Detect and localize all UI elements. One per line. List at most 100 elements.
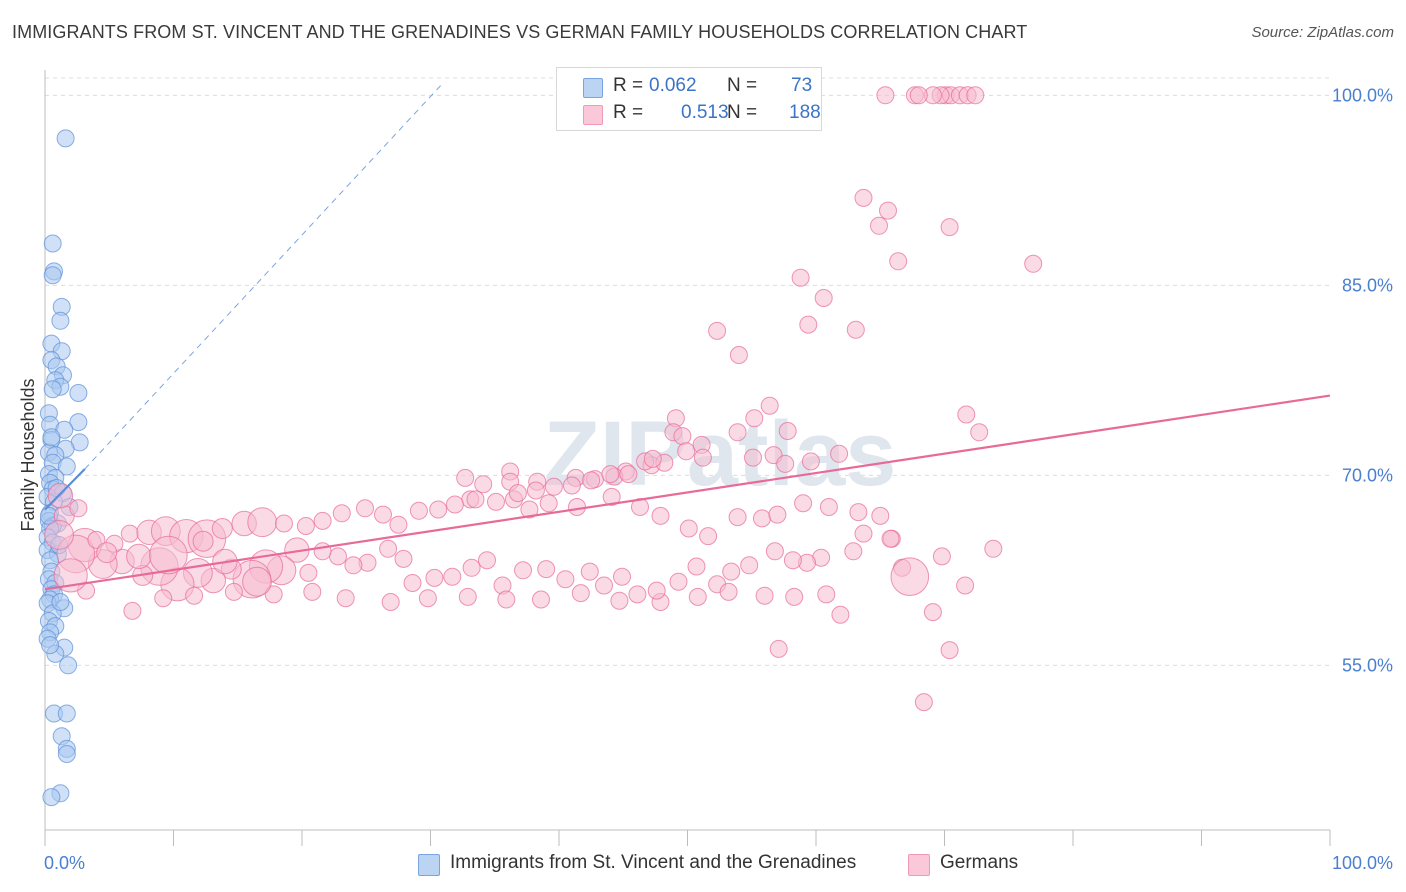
point-germans (149, 535, 188, 575)
point-germans (940, 218, 959, 237)
point-germans (940, 641, 959, 660)
point-germans (688, 587, 707, 606)
point-germans (876, 86, 895, 105)
trend-line-immigrants (44, 468, 86, 511)
point-germans (846, 320, 865, 339)
point-germans (462, 558, 481, 577)
point-germans (69, 499, 88, 518)
point-germans (708, 321, 727, 340)
y-axis-label: Family Households (18, 378, 38, 531)
data-points (38, 86, 1043, 807)
point-germans (299, 563, 318, 582)
y-tick-label: 70.0% (1342, 465, 1393, 485)
point-germans (849, 503, 868, 522)
point-germans (456, 468, 475, 487)
series-legend: Immigrants from St. Vincent and the Gren… (0, 852, 1406, 878)
point-germans (890, 557, 930, 597)
point-germans (313, 511, 332, 530)
point-germans (394, 549, 413, 568)
r-value: 0.062 (649, 75, 697, 96)
point-immigrants (57, 745, 76, 763)
point-germans (817, 585, 836, 604)
point-germans (814, 289, 833, 307)
point-germans (571, 584, 590, 603)
point-germans (247, 507, 278, 538)
point-germans (389, 515, 408, 534)
point-germans (514, 561, 532, 580)
point-germans (956, 576, 975, 595)
point-germans (329, 547, 347, 566)
point-germans (744, 448, 762, 467)
r-label: R = (613, 102, 644, 123)
point-germans (914, 693, 933, 712)
point-germans (275, 514, 293, 533)
point-germans (613, 567, 631, 586)
point-germans (729, 346, 748, 364)
point-immigrants (59, 656, 78, 675)
point-germans (466, 490, 485, 509)
n-value: 73 (791, 75, 813, 96)
point-germans (568, 498, 586, 516)
point-germans (336, 589, 355, 608)
point-germans (508, 484, 527, 503)
point-immigrants (42, 428, 61, 447)
point-germans (47, 482, 74, 509)
point-germans (785, 587, 804, 606)
point-germans (526, 481, 545, 500)
point-germans (303, 582, 322, 601)
point-immigrants (57, 704, 76, 723)
point-germans (497, 590, 516, 609)
point-germans (831, 605, 850, 624)
point-immigrants (42, 788, 61, 807)
legend-label: Germans (940, 852, 1019, 873)
point-germans (381, 593, 400, 611)
point-germans (830, 444, 849, 463)
point-germans (556, 570, 575, 589)
point-germans (753, 509, 771, 528)
point-germans (458, 587, 477, 606)
point-germans (418, 589, 437, 608)
point-germans (783, 551, 802, 570)
point-germans (601, 465, 620, 484)
source-label: Source: ZipAtlas.com (1251, 24, 1394, 41)
n-label: N = (727, 102, 758, 123)
point-germans (970, 423, 989, 442)
x-tick-label: 100.0% (1332, 853, 1393, 873)
point-germans (224, 582, 243, 601)
point-germans (409, 501, 428, 520)
point-germans (854, 524, 873, 543)
point-germans (722, 562, 741, 581)
point-germans (628, 585, 647, 604)
point-germans (211, 518, 233, 539)
point-immigrants (51, 311, 70, 330)
point-immigrants (43, 234, 62, 253)
point-germans (879, 201, 897, 220)
point-germans (957, 405, 976, 424)
point-germans (332, 504, 351, 523)
point-germans (356, 499, 374, 518)
legend-swatch-blue (418, 854, 440, 876)
chart-title: IMMIGRANTS FROM ST. VINCENT AND THE GREN… (12, 22, 1028, 42)
point-germans (755, 586, 774, 605)
trend-line-germans (44, 394, 1331, 591)
point-germans (562, 476, 581, 495)
point-germans (760, 396, 779, 415)
point-germans (445, 495, 464, 514)
point-germans (984, 539, 1003, 558)
y-tick-label: 100.0% (1332, 85, 1393, 105)
n-value: 188 (789, 102, 821, 123)
point-germans (854, 188, 873, 207)
point-germans (791, 268, 810, 287)
point-germans (1024, 254, 1043, 273)
point-germans (768, 505, 787, 524)
point-germans (776, 454, 795, 473)
point-germans (580, 562, 599, 581)
point-germans (520, 500, 539, 519)
legend-swatch-pink (583, 105, 603, 125)
point-germans (120, 524, 139, 543)
point-immigrants (43, 380, 62, 399)
point-germans (909, 86, 928, 105)
point-immigrants (57, 457, 76, 476)
point-germans (801, 452, 820, 471)
